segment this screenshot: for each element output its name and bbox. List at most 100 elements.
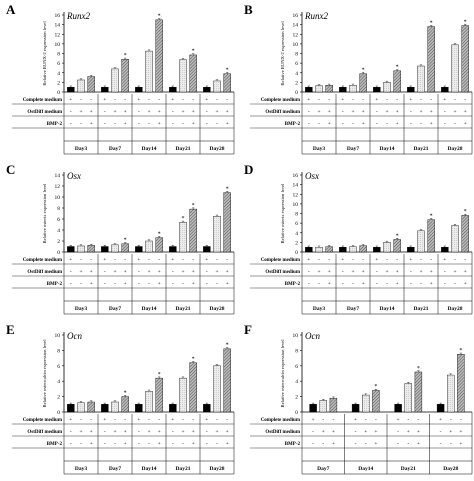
row-label: Complete medium (23, 418, 63, 423)
condition-sign: - (158, 97, 160, 103)
condition-sign: - (308, 281, 310, 287)
condition-sign: - (226, 257, 228, 263)
condition-sign: + (397, 417, 400, 423)
bar (101, 86, 109, 93)
significance-star: * (182, 216, 185, 222)
row-label: OstDiff medium (27, 270, 62, 275)
condition-sign: - (362, 257, 364, 263)
condition-sign: + (307, 257, 310, 263)
condition-sign: + (453, 269, 456, 275)
row-label: BMP-2 (285, 282, 301, 287)
y-axis-label: Relative osteocalcin expression level (42, 339, 47, 408)
condition-sign: + (449, 429, 452, 435)
panel-letter: E (6, 322, 15, 337)
condition-sign: + (69, 257, 72, 263)
bar (349, 246, 357, 253)
condition-sign: - (172, 281, 174, 287)
condition-sign: + (69, 97, 72, 103)
condition-sign: - (430, 257, 432, 263)
condition-sign: - (114, 121, 116, 127)
y-tick-label: 16 (293, 13, 299, 19)
bar (213, 80, 221, 93)
y-tick-label: 0 (295, 90, 298, 96)
day-label: Day21 (176, 306, 191, 312)
bar (145, 391, 153, 413)
condition-sign: - (80, 281, 82, 287)
panel-letter: D (244, 162, 253, 177)
condition-sign: + (332, 429, 335, 435)
panel-b: B Runx2 Relative RUNX-2 expression level 0 2… (244, 2, 473, 155)
bar (169, 404, 177, 413)
condition-sign: + (113, 269, 116, 275)
bar (393, 70, 401, 93)
condition-sign: - (206, 281, 208, 287)
condition-sign: - (158, 417, 160, 423)
condition-sign: - (397, 429, 399, 435)
bar (169, 246, 177, 253)
bar (135, 246, 143, 253)
significance-star: * (464, 209, 467, 215)
condition-sign: + (124, 429, 127, 435)
significance-star: * (124, 53, 127, 59)
y-tick-label: 14 (293, 23, 299, 29)
condition-sign: - (206, 109, 208, 115)
bar (111, 401, 119, 413)
condition-sign: - (355, 441, 357, 447)
condition-sign: + (79, 109, 82, 115)
condition-sign: - (114, 281, 116, 287)
condition-sign: - (410, 121, 412, 127)
condition-sign: + (158, 281, 161, 287)
condition-sign: - (138, 109, 140, 115)
condition-sign: - (80, 257, 82, 263)
condition-sign: + (430, 109, 433, 115)
significance-star: * (192, 203, 195, 209)
row-label: BMP-2 (285, 442, 301, 447)
condition-sign: - (454, 97, 456, 103)
condition-sign: - (460, 417, 462, 423)
condition-sign: - (376, 121, 378, 127)
condition-sign: + (124, 269, 127, 275)
y-tick-label: 0 (57, 410, 60, 416)
day-label: Day28 (210, 146, 225, 152)
condition-sign: - (318, 281, 320, 287)
bar (77, 245, 85, 253)
y-tick-label: 10 (293, 202, 299, 208)
condition-sign: - (430, 97, 432, 103)
condition-sign: - (342, 281, 344, 287)
significance-star: * (396, 233, 399, 239)
day-label: Day7 (109, 146, 121, 152)
condition-sign: + (459, 441, 462, 447)
condition-sign: + (137, 417, 140, 423)
day-label: Day14 (380, 306, 395, 312)
condition-sign: - (407, 441, 409, 447)
condition-sign: + (158, 109, 161, 115)
condition-sign: - (342, 269, 344, 275)
significance-star: * (464, 19, 467, 25)
condition-sign: - (312, 441, 314, 447)
condition-sign: - (148, 121, 150, 127)
condition-sign: + (464, 281, 467, 287)
condition-sign: - (322, 441, 324, 447)
condition-sign: - (328, 257, 330, 263)
condition-sign: - (444, 109, 446, 115)
condition-sign: + (364, 429, 367, 435)
condition-sign: + (362, 109, 365, 115)
bar (121, 59, 129, 93)
y-tick-label: 6 (57, 364, 60, 370)
condition-sign: - (104, 281, 106, 287)
bar (414, 371, 423, 413)
condition-sign: - (362, 97, 364, 103)
panel-e: E Ocn Relative osteocalcin expression leve… (6, 322, 235, 475)
condition-sign: - (420, 121, 422, 127)
condition-sign: - (226, 97, 228, 103)
row-label: BMP-2 (47, 282, 63, 287)
condition-sign: - (397, 441, 399, 447)
significance-star: * (158, 372, 161, 378)
condition-sign: + (385, 109, 388, 115)
gene-label: Runx2 (304, 11, 328, 21)
y-tick-label: 6 (57, 61, 60, 67)
condition-sign: + (137, 97, 140, 103)
condition-sign: + (464, 121, 467, 127)
significance-star: * (124, 390, 127, 396)
condition-sign: - (114, 97, 116, 103)
